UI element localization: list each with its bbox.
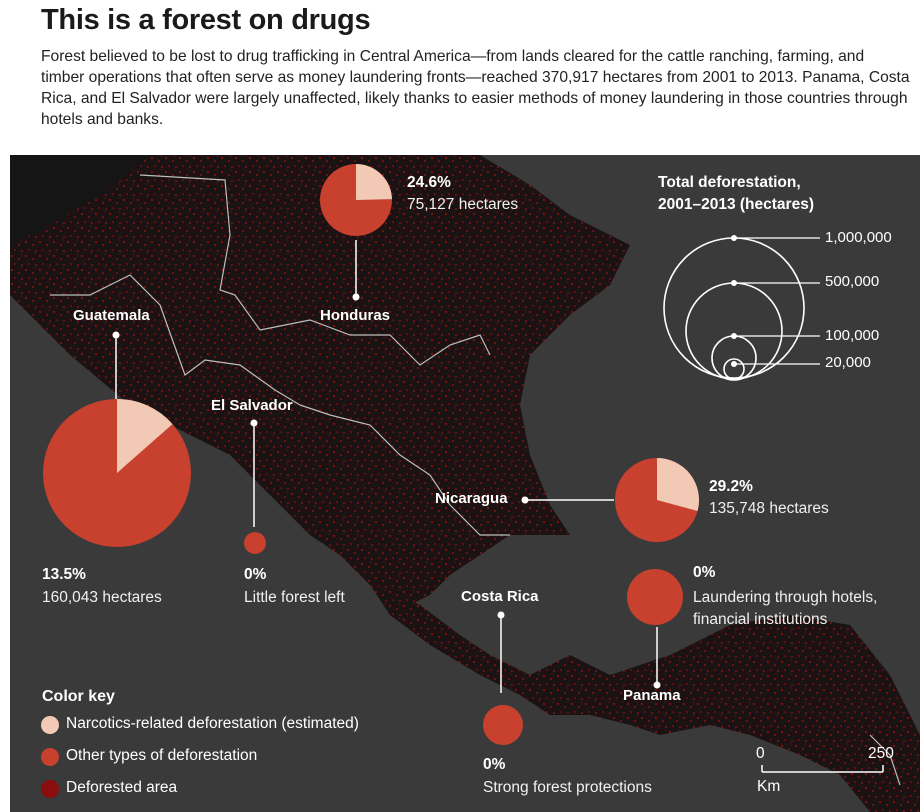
size-legend-value: 20,000 (825, 354, 871, 371)
guatemala-label: Guatemala (73, 307, 150, 324)
leader-dots (112, 293, 661, 689)
size-legend-dots (731, 235, 737, 367)
scale-unit: Km (757, 778, 781, 795)
page-title: This is a forest on drugs (41, 4, 371, 36)
size-legend-value: 1,000,000 (825, 229, 892, 246)
nicaragua-pct: 29.2% (709, 478, 753, 495)
size-legend-title: Total deforestation, 2001–2013 (hectares… (658, 172, 814, 216)
scale-bar (761, 765, 884, 773)
panama-detail-line1: Laundering through hotels, (693, 589, 878, 606)
color-key-title: Color key (42, 688, 115, 705)
map: 24.6% 75,127 hectares Honduras Guatemala… (10, 155, 920, 812)
color-key-dots (41, 716, 59, 798)
costa-rica-pct: 0% (483, 756, 506, 773)
key-label-narcotics: Narcotics-related deforestation (estimat… (66, 715, 359, 732)
panama-label: Panama (623, 687, 681, 704)
guatemala-pct: 13.5% (42, 566, 86, 583)
size-legend-title-line1: Total deforestation, (658, 174, 801, 191)
map-svg (10, 155, 920, 812)
honduras-detail: 75,127 hectares (407, 196, 519, 213)
key-dot-narcotics (41, 716, 59, 734)
scale-end: 250 (868, 745, 894, 762)
size-legend-title-line2: 2001–2013 (hectares) (658, 196, 814, 213)
size-legend-value: 500,000 (825, 273, 880, 290)
panama-detail-line2: financial institutions (693, 611, 828, 628)
panama-pct: 0% (693, 564, 716, 581)
costa-rica-label: Costa Rica (461, 588, 539, 605)
el-salvador-pct: 0% (244, 566, 267, 583)
subtitle: Forest believed to be lost to drug traff… (41, 48, 910, 128)
honduras-pct: 24.6% (407, 174, 451, 191)
pie-honduras-narcotics (356, 164, 392, 200)
pie-costa-rica-other (483, 705, 523, 745)
el-salvador-detail: Little forest left (244, 589, 345, 606)
honduras-label: Honduras (320, 307, 391, 324)
key-label-deforested: Deforested area (66, 779, 178, 796)
size-legend-value: 100,000 (825, 327, 880, 344)
key-label-other: Other types of deforestation (66, 747, 258, 764)
leader-lines (115, 240, 658, 693)
pie-el-salvador-other (244, 532, 266, 554)
land (10, 155, 920, 812)
el-salvador-label: El Salvador (211, 397, 293, 414)
scale-start: 0 (756, 745, 765, 762)
pie-charts (43, 164, 700, 745)
guatemala-detail: 160,043 hectares (42, 589, 162, 606)
nicaragua-detail: 135,748 hectares (709, 500, 829, 517)
key-dot-deforested (41, 780, 59, 798)
pie-guatemala-narcotics (117, 399, 173, 473)
size-legend-circles (663, 237, 805, 381)
key-dot-other (41, 748, 59, 766)
pie-nicaragua-narcotics (657, 458, 700, 511)
pie-panama-other (627, 569, 683, 625)
country-borders (50, 174, 901, 786)
costa-rica-detail: Strong forest protections (483, 779, 652, 796)
size-legend-leaders (734, 237, 820, 365)
nicaragua-label: Nicaragua (435, 490, 508, 507)
